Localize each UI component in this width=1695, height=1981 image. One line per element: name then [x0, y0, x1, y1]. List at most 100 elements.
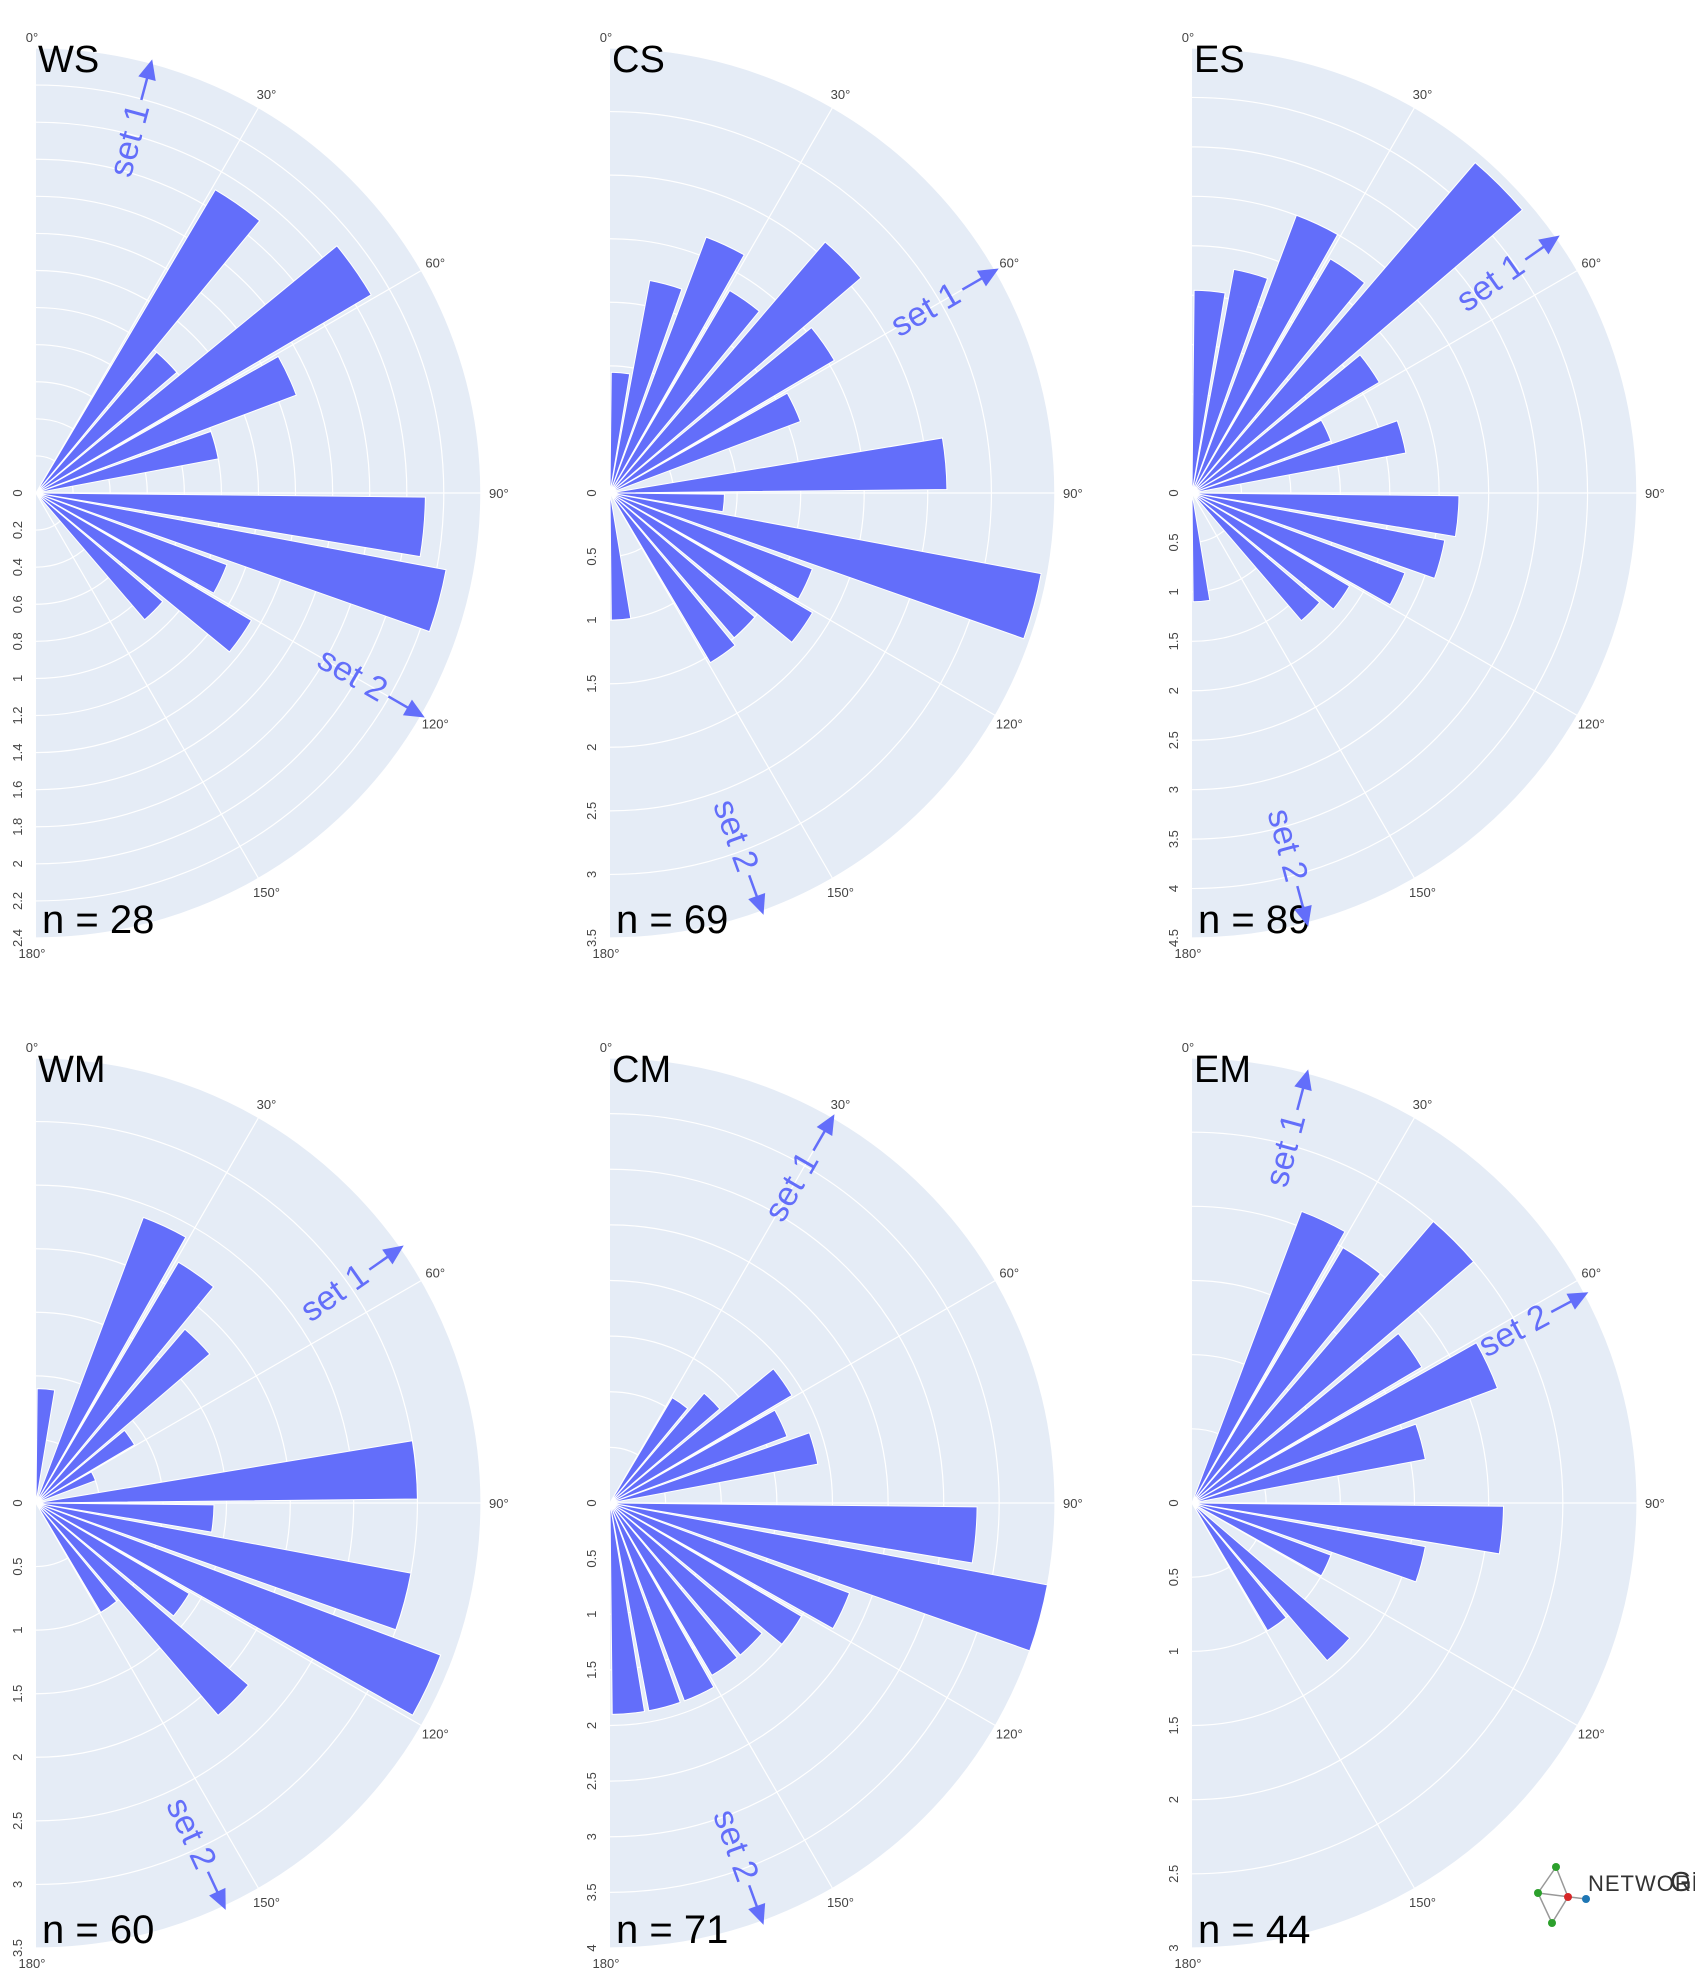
rose-bar — [35, 1502, 412, 1631]
rose-bar — [609, 492, 1042, 640]
rose-bar — [35, 492, 426, 558]
angle-tick-label: 150° — [1409, 885, 1436, 900]
angle-tick-label: 120° — [996, 717, 1023, 732]
rose-panel-cs: 0° 30° 60° 90° 120° 150° 180° 0 0.5 1 1.5 2 2.5 3 3.5 C… — [584, 30, 1083, 961]
rose-bar — [1191, 1502, 1504, 1555]
radial-tick-label: 2.5 — [584, 1772, 599, 1790]
radial-tick-label: 2 — [10, 1754, 25, 1761]
panel-title: WS — [38, 39, 99, 81]
rose-bar — [609, 289, 761, 494]
arrowhead-icon — [1566, 1292, 1589, 1310]
rose-bar — [609, 1502, 803, 1645]
radial-tick-label: 3.5 — [10, 1939, 25, 1957]
arrowhead-icon — [382, 1245, 404, 1265]
angle-tick-label: 120° — [422, 1727, 449, 1742]
radial-tick-label: 2 — [584, 744, 599, 751]
rose-bar — [35, 1502, 250, 1717]
rose-bar — [35, 1429, 136, 1504]
rose-bar — [1191, 1220, 1475, 1504]
rose-bar — [1191, 268, 1269, 494]
angle-tick-label: 60° — [999, 1266, 1019, 1281]
radial-tick-label: 2.5 — [584, 802, 599, 820]
radial-tick-label: 2 — [10, 860, 25, 867]
rose-bar — [35, 1440, 418, 1504]
radial-tick-label: 2.5 — [1166, 731, 1181, 749]
angular-gridline — [1191, 107, 1416, 494]
angular-gridline — [1191, 492, 1578, 717]
angle-tick-label: 30° — [831, 87, 851, 102]
radial-tick-label: 0.5 — [10, 1558, 25, 1576]
angle-tick-label: 30° — [1413, 1097, 1433, 1112]
rose-bar — [1191, 161, 1524, 494]
count-label: n = 69 — [616, 898, 728, 942]
rose-bar — [1191, 354, 1380, 494]
angle-tick-label: 150° — [253, 1895, 280, 1910]
radial-tick-label: 0 — [10, 489, 25, 496]
arrowhead-icon — [1294, 904, 1312, 927]
angle-tick-label: 0° — [26, 30, 38, 45]
angle-tick-label: 60° — [425, 256, 445, 271]
angle-tick-label: 0° — [26, 1040, 38, 1055]
angle-tick-label: 30° — [257, 87, 277, 102]
rose-bar — [609, 1502, 715, 1702]
angle-tick-label: 0° — [600, 1040, 612, 1055]
radial-tick-label: 1.5 — [584, 675, 599, 693]
rose-bar — [609, 1409, 788, 1504]
panel-title: EM — [1194, 1049, 1251, 1091]
angular-gridline — [609, 269, 996, 494]
angle-tick-label: 0° — [600, 30, 612, 45]
radial-tick-label: 0 — [1166, 489, 1181, 496]
arrowhead-icon — [816, 1114, 835, 1137]
rose-bar — [35, 492, 228, 594]
rose-bar — [35, 1502, 215, 1533]
angular-gridline — [1191, 1279, 1578, 1504]
radial-tick-label: 0.4 — [10, 558, 25, 576]
angular-gridline — [1191, 1502, 1578, 1727]
angle-tick-label: 0° — [1182, 30, 1194, 45]
rose-bar — [609, 492, 813, 600]
radial-tick-label: 3 — [584, 1833, 599, 1840]
radial-tick-label: 1.6 — [10, 781, 25, 799]
angle-tick-label: 120° — [422, 717, 449, 732]
angular-gridline — [609, 1279, 996, 1504]
rose-bar — [35, 355, 297, 494]
rose-bar — [1191, 492, 1321, 622]
rose-bar — [35, 1502, 190, 1617]
radial-tick-label: 0.5 — [584, 548, 599, 566]
radial-tick-label: 0.8 — [10, 632, 25, 650]
radial-tick-label: 0 — [584, 489, 599, 496]
rose-bar — [35, 189, 261, 494]
rose-bar — [1191, 1342, 1499, 1504]
rose-bar — [1191, 492, 1211, 603]
panel-title: CM — [612, 1049, 671, 1091]
rose-bar — [609, 326, 836, 494]
angle-tick-label: 90° — [1063, 486, 1083, 501]
radial-tick-label: 4 — [584, 1944, 599, 1951]
angular-gridline — [35, 492, 260, 879]
rose-bar — [609, 437, 948, 494]
radial-tick-label: 0.5 — [1166, 1568, 1181, 1586]
angular-gridline — [1191, 269, 1578, 494]
rose-panel-em: 0° 30° 60° 90° 120° 150° 180° 0 0.5 1 1.5 2 2.5 3 EM n … — [1166, 1040, 1665, 1971]
rose-bar — [35, 1261, 215, 1504]
rose-bar — [35, 492, 447, 633]
rose-bar — [609, 492, 725, 513]
radial-tick-label: 3 — [10, 1881, 25, 1888]
rose-bar — [35, 245, 372, 494]
rose-bar — [609, 492, 756, 639]
radial-tick-label: 3.5 — [584, 929, 599, 947]
angle-tick-label: 90° — [1645, 486, 1665, 501]
radial-tick-label: 1 — [1166, 588, 1181, 595]
angular-gridline — [35, 269, 422, 494]
angular-gridline — [1191, 1502, 1416, 1889]
angular-gridline — [35, 1279, 422, 1504]
rose-bar — [609, 1396, 689, 1504]
arrowhead-icon — [1538, 235, 1560, 255]
rose-bar — [1191, 1502, 1351, 1662]
rose-bar — [1191, 1502, 1426, 1583]
angle-tick-label: 180° — [593, 946, 620, 961]
angle-tick-label: 150° — [827, 885, 854, 900]
panel-title: WM — [38, 1049, 106, 1091]
rose-bar — [1191, 289, 1226, 494]
